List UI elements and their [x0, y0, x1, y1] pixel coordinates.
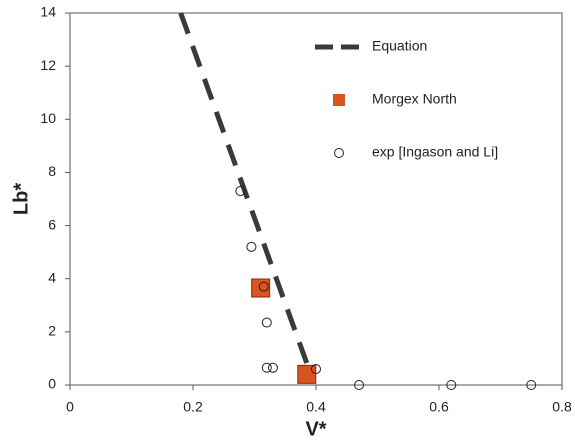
legend-swatch [333, 94, 345, 106]
legend-label: exp [Ingason and Li] [372, 144, 498, 160]
y-tick-label: 10 [40, 110, 56, 126]
y-tick-label: 0 [48, 376, 56, 392]
legend-label: Equation [372, 38, 427, 54]
data-point [261, 317, 272, 328]
y-tick-label: 6 [48, 216, 56, 232]
y-tick-label: 4 [48, 269, 56, 285]
data-point [261, 362, 272, 373]
data-point [235, 186, 246, 197]
y-tick-label: 8 [48, 163, 56, 179]
legend-label: Morgex North [372, 91, 457, 107]
legend-swatch [334, 148, 344, 158]
y-tick-label: 12 [40, 57, 56, 73]
data-point [446, 380, 457, 390]
data-point [258, 281, 269, 292]
data-square [297, 364, 317, 384]
x-tick-label: 0.8 [552, 399, 572, 415]
data-point [526, 380, 537, 390]
data-point [267, 362, 278, 373]
data-square [251, 278, 271, 298]
equation-line [178, 12, 313, 373]
x-tick-label: 0.2 [183, 399, 203, 415]
x-tick-label: 0 [66, 399, 74, 415]
x-tick-label: 0.6 [429, 399, 449, 415]
y-tick-label: 14 [40, 4, 56, 20]
y-axis-title: Lb* [10, 183, 32, 215]
data-point [354, 380, 365, 390]
plot-frame [69, 12, 563, 386]
x-axis-title: V* [305, 418, 326, 440]
y-tick-label: 2 [48, 323, 56, 339]
data-point [311, 364, 321, 375]
data-point [246, 241, 257, 252]
x-tick-label: 0.4 [306, 399, 326, 415]
